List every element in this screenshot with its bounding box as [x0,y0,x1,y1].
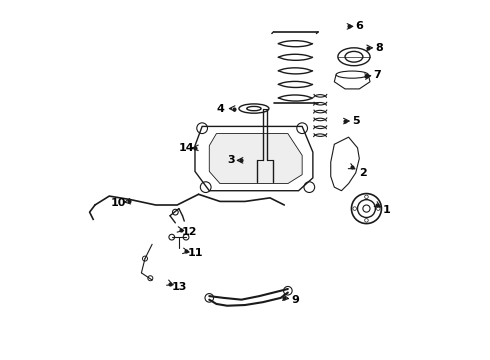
Text: 3: 3 [227,156,235,165]
Circle shape [205,294,214,302]
Text: 10: 10 [111,198,126,208]
Text: 14: 14 [178,143,194,153]
Text: 8: 8 [375,43,383,53]
Text: 2: 2 [359,168,367,178]
Text: 11: 11 [187,248,203,258]
Polygon shape [331,137,359,191]
Circle shape [351,194,381,224]
Text: 5: 5 [352,116,360,126]
Circle shape [284,287,292,295]
Text: 9: 9 [291,295,299,305]
Text: 7: 7 [373,69,381,80]
Text: 1: 1 [382,205,390,215]
Text: 6: 6 [355,21,363,31]
Text: 13: 13 [171,282,187,292]
Polygon shape [209,134,302,184]
Text: 12: 12 [182,227,197,237]
Text: 4: 4 [216,104,224,113]
Polygon shape [195,126,313,191]
